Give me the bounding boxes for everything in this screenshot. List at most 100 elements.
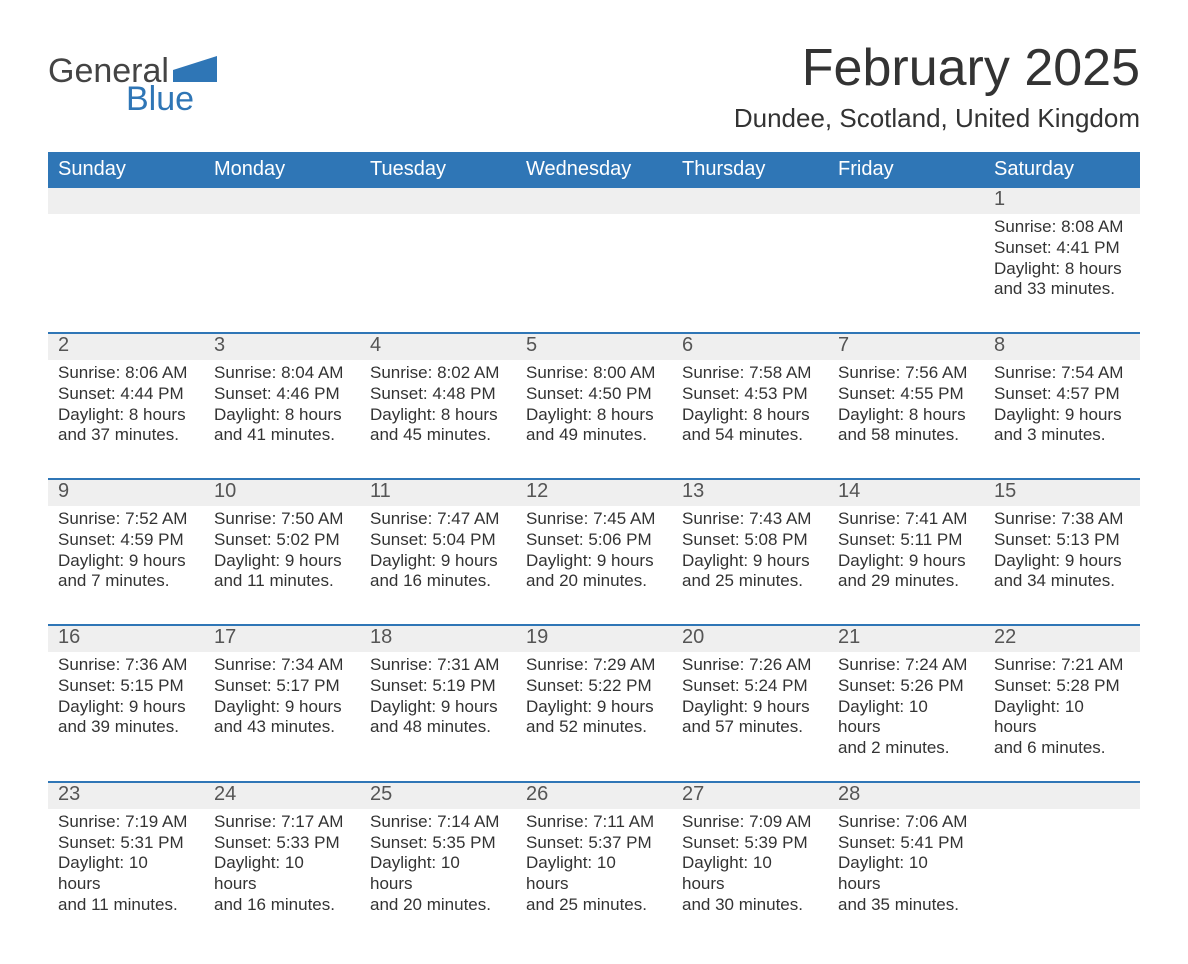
daylight-line-2: and 45 minutes.: [370, 425, 506, 446]
sunrise-line: Sunrise: 7:17 AM: [214, 812, 350, 833]
day-detail: Sunrise: 7:26 AMSunset: 5:24 PMDaylight:…: [672, 652, 828, 759]
day-detail: Sunrise: 7:09 AMSunset: 5:39 PMDaylight:…: [672, 809, 828, 916]
sunrise-line: Sunrise: 7:50 AM: [214, 509, 350, 530]
daylight-line-2: and 49 minutes.: [526, 425, 662, 446]
day-detail: [828, 214, 984, 310]
sunrise-line: Sunrise: 7:24 AM: [838, 655, 974, 676]
daylight-line-1: Daylight: 10 hours: [838, 697, 974, 738]
topbar: General Blue February 2025 Dundee, Scotl…: [48, 40, 1140, 134]
day-detail: Sunrise: 8:06 AMSunset: 4:44 PMDaylight:…: [48, 360, 204, 456]
title-block: February 2025 Dundee, Scotland, United K…: [734, 40, 1140, 134]
daylight-line-1: Daylight: 8 hours: [214, 405, 350, 426]
daylight-line-1: Daylight: 10 hours: [994, 697, 1130, 738]
daylight-line-2: and 37 minutes.: [58, 425, 194, 446]
day-detail: Sunrise: 7:52 AMSunset: 4:59 PMDaylight:…: [48, 506, 204, 602]
daylight-line-1: Daylight: 10 hours: [682, 853, 818, 894]
daynum-row: 1: [48, 188, 1140, 214]
day-number: 10: [204, 480, 360, 506]
daylight-line-1: Daylight: 10 hours: [838, 853, 974, 894]
daylight-line-1: Daylight: 8 hours: [838, 405, 974, 426]
sunrise-line: Sunrise: 7:41 AM: [838, 509, 974, 530]
day-number: 20: [672, 626, 828, 652]
day-number: 22: [984, 626, 1140, 652]
daylight-line-2: and 39 minutes.: [58, 717, 194, 738]
day-number: 25: [360, 783, 516, 809]
day-detail: Sunrise: 7:19 AMSunset: 5:31 PMDaylight:…: [48, 809, 204, 916]
day-number: 15: [984, 480, 1140, 506]
day-detail: Sunrise: 7:11 AMSunset: 5:37 PMDaylight:…: [516, 809, 672, 916]
week-row: 16171819202122Sunrise: 7:36 AMSunset: 5:…: [48, 624, 1140, 759]
week-row: 1Sunrise: 8:08 AMSunset: 4:41 PMDaylight…: [48, 188, 1140, 310]
day-detail: Sunrise: 8:08 AMSunset: 4:41 PMDaylight:…: [984, 214, 1140, 310]
day-number: [672, 188, 828, 214]
sunset-line: Sunset: 5:31 PM: [58, 833, 194, 854]
day-detail: Sunrise: 7:50 AMSunset: 5:02 PMDaylight:…: [204, 506, 360, 602]
sunrise-line: Sunrise: 7:58 AM: [682, 363, 818, 384]
daylight-line-1: Daylight: 9 hours: [526, 551, 662, 572]
day-detail: Sunrise: 7:21 AMSunset: 5:28 PMDaylight:…: [984, 652, 1140, 759]
location-subtitle: Dundee, Scotland, United Kingdom: [734, 103, 1140, 134]
weekday-header: Friday: [828, 152, 984, 188]
daylight-line-2: and 33 minutes.: [994, 279, 1130, 300]
day-number: 18: [360, 626, 516, 652]
sunrise-line: Sunrise: 7:56 AM: [838, 363, 974, 384]
sunset-line: Sunset: 4:55 PM: [838, 384, 974, 405]
day-detail: Sunrise: 7:56 AMSunset: 4:55 PMDaylight:…: [828, 360, 984, 456]
sunrise-line: Sunrise: 7:34 AM: [214, 655, 350, 676]
sunrise-line: Sunrise: 7:52 AM: [58, 509, 194, 530]
sunset-line: Sunset: 5:06 PM: [526, 530, 662, 551]
sunset-line: Sunset: 4:50 PM: [526, 384, 662, 405]
day-number: 11: [360, 480, 516, 506]
weekday-header: Saturday: [984, 152, 1140, 188]
weekday-header: Tuesday: [360, 152, 516, 188]
daylight-line-1: Daylight: 10 hours: [370, 853, 506, 894]
day-number: [828, 188, 984, 214]
daylight-line-1: Daylight: 10 hours: [214, 853, 350, 894]
day-number: 3: [204, 334, 360, 360]
weekday-header: Monday: [204, 152, 360, 188]
brand-word2: Blue: [48, 82, 217, 116]
day-detail: Sunrise: 7:58 AMSunset: 4:53 PMDaylight:…: [672, 360, 828, 456]
day-number: [204, 188, 360, 214]
daylight-line-1: Daylight: 8 hours: [58, 405, 194, 426]
sunrise-line: Sunrise: 7:54 AM: [994, 363, 1130, 384]
day-number: 19: [516, 626, 672, 652]
daylight-line-2: and 54 minutes.: [682, 425, 818, 446]
sunrise-line: Sunrise: 8:02 AM: [370, 363, 506, 384]
daylight-line-1: Daylight: 8 hours: [526, 405, 662, 426]
day-number: [516, 188, 672, 214]
weeks-container: 1Sunrise: 8:08 AMSunset: 4:41 PMDaylight…: [48, 188, 1140, 915]
daynum-row: 16171819202122: [48, 626, 1140, 652]
sunset-line: Sunset: 5:37 PM: [526, 833, 662, 854]
day-detail: Sunrise: 7:38 AMSunset: 5:13 PMDaylight:…: [984, 506, 1140, 602]
day-number: [48, 188, 204, 214]
daylight-line-2: and 43 minutes.: [214, 717, 350, 738]
sunset-line: Sunset: 4:53 PM: [682, 384, 818, 405]
day-detail: Sunrise: 7:36 AMSunset: 5:15 PMDaylight:…: [48, 652, 204, 759]
daylight-line-2: and 2 minutes.: [838, 738, 974, 759]
day-detail: Sunrise: 7:43 AMSunset: 5:08 PMDaylight:…: [672, 506, 828, 602]
daylight-line-1: Daylight: 9 hours: [58, 551, 194, 572]
sunset-line: Sunset: 5:24 PM: [682, 676, 818, 697]
day-detail: [360, 214, 516, 310]
day-number: 28: [828, 783, 984, 809]
day-detail: Sunrise: 7:47 AMSunset: 5:04 PMDaylight:…: [360, 506, 516, 602]
daylight-line-2: and 34 minutes.: [994, 571, 1130, 592]
detail-row: Sunrise: 7:36 AMSunset: 5:15 PMDaylight:…: [48, 652, 1140, 759]
sunrise-line: Sunrise: 7:09 AM: [682, 812, 818, 833]
sunset-line: Sunset: 5:19 PM: [370, 676, 506, 697]
weekday-header: Thursday: [672, 152, 828, 188]
day-number: 21: [828, 626, 984, 652]
sunrise-line: Sunrise: 8:00 AM: [526, 363, 662, 384]
day-detail: [204, 214, 360, 310]
day-number: [984, 783, 1140, 809]
day-detail: [48, 214, 204, 310]
day-number: 7: [828, 334, 984, 360]
sunrise-line: Sunrise: 7:26 AM: [682, 655, 818, 676]
daynum-row: 9101112131415: [48, 480, 1140, 506]
day-detail: [984, 809, 1140, 916]
sunrise-line: Sunrise: 7:38 AM: [994, 509, 1130, 530]
day-number: 26: [516, 783, 672, 809]
daylight-line-1: Daylight: 10 hours: [526, 853, 662, 894]
sunrise-line: Sunrise: 8:08 AM: [994, 217, 1130, 238]
